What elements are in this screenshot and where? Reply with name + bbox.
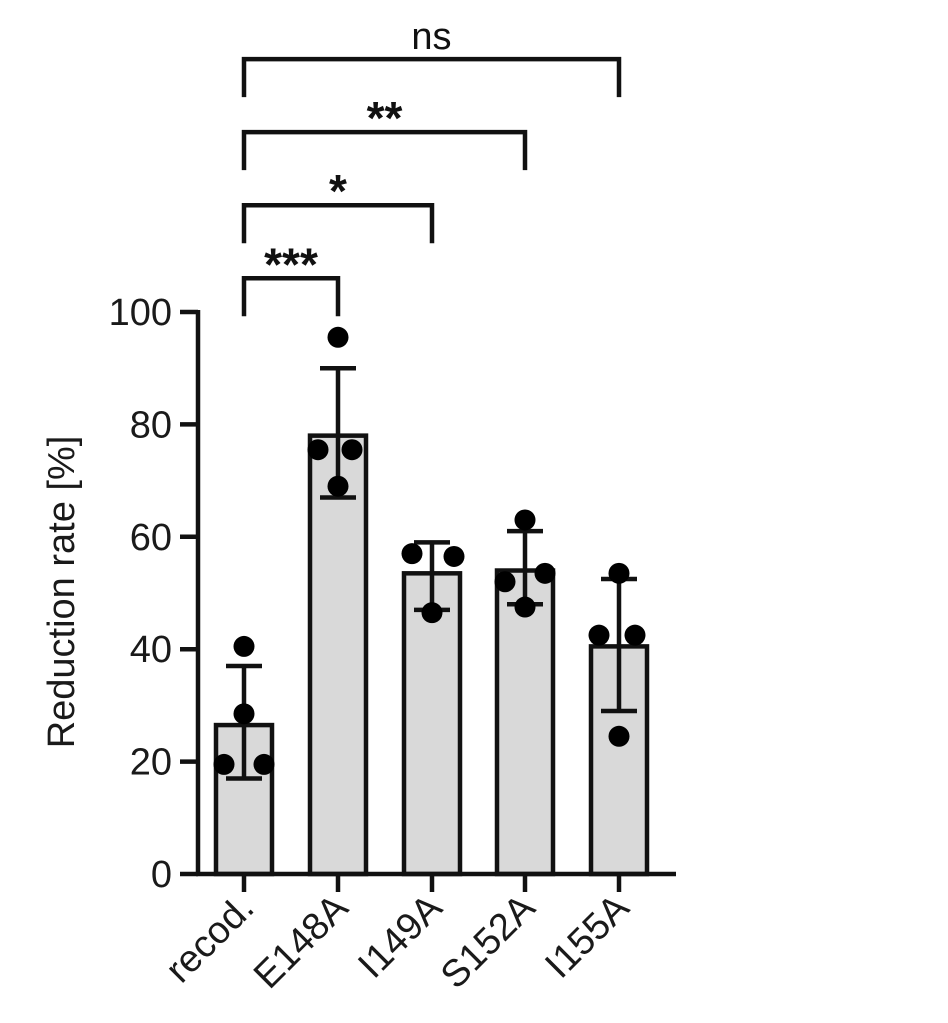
data-point-3-1 <box>494 571 516 593</box>
y-tick-label-0: 0 <box>151 854 172 896</box>
data-point-2-0 <box>401 543 423 565</box>
data-point-2-1 <box>443 545 465 567</box>
data-point-4-1 <box>588 624 610 646</box>
comparison-bracket-1 <box>241 202 435 244</box>
data-point-0-1 <box>233 703 255 725</box>
comparison-label-3: ns <box>411 16 451 58</box>
comparison-bracket-0 <box>241 276 341 317</box>
data-point-4-3 <box>608 725 630 747</box>
data-point-3-0 <box>514 509 536 531</box>
data-point-1-0 <box>327 326 349 348</box>
comparison-bracket-3 <box>241 56 622 98</box>
x-tick-label-3: S152A <box>433 886 544 997</box>
data-point-1-2 <box>341 439 363 461</box>
y-tick-label-1: 20 <box>130 742 172 784</box>
significance-group: ******ns <box>241 16 622 317</box>
data-point-0-2 <box>213 753 235 775</box>
x-tick-label-4: I155A <box>537 886 637 986</box>
data-point-1-1 <box>307 439 329 461</box>
data-point-0-0 <box>233 635 255 657</box>
data-points-group <box>213 326 646 775</box>
bar-4 <box>588 644 650 877</box>
comparison-label-2: ** <box>367 92 403 144</box>
x-tick-label-1: E148A <box>246 886 357 997</box>
y-tick-label-5: 100 <box>109 292 172 334</box>
comparison-bracket-2 <box>241 129 528 171</box>
y-tick-label-4: 80 <box>130 404 172 446</box>
data-point-4-2 <box>624 624 646 646</box>
y-tick-label-3: 60 <box>130 517 172 559</box>
x-tick-label-2: I149A <box>350 886 450 986</box>
data-point-0-3 <box>253 753 275 775</box>
bar-1 <box>307 433 369 877</box>
data-point-1-3 <box>327 475 349 497</box>
data-point-2-2 <box>421 602 443 624</box>
y-tick-label-2: 40 <box>130 629 172 671</box>
y-axis-title: Reduction rate [%] <box>41 436 83 749</box>
bars-group <box>213 433 650 877</box>
comparison-label-0: *** <box>264 238 318 290</box>
comparison-label-1: * <box>329 165 347 217</box>
x-tick-label-0: recod. <box>158 887 262 991</box>
data-point-3-2 <box>534 562 556 584</box>
data-point-3-3 <box>514 596 536 618</box>
data-point-4-0 <box>608 562 630 584</box>
